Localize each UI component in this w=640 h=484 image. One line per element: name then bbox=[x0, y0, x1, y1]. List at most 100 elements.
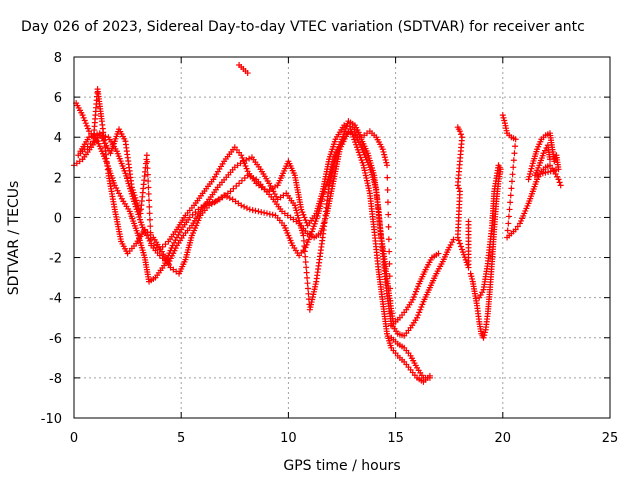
data-point bbox=[334, 146, 341, 153]
data-point bbox=[144, 171, 151, 178]
data-point bbox=[132, 194, 139, 201]
data-point bbox=[509, 171, 516, 178]
data-point bbox=[144, 165, 151, 172]
data-point bbox=[557, 182, 564, 189]
data-point bbox=[457, 243, 464, 250]
data-point bbox=[335, 144, 342, 151]
data-point bbox=[386, 260, 393, 267]
data-point bbox=[82, 120, 89, 127]
data-point bbox=[192, 209, 199, 216]
data-point bbox=[387, 310, 394, 317]
y-tick-label: -2 bbox=[49, 252, 62, 267]
data-point bbox=[411, 291, 418, 298]
data-point bbox=[528, 165, 535, 172]
data-point bbox=[233, 183, 240, 190]
data-point bbox=[301, 214, 308, 221]
y-tick-label: -6 bbox=[49, 332, 62, 347]
data-point bbox=[130, 189, 137, 196]
data-point bbox=[380, 148, 387, 155]
data-point bbox=[435, 250, 442, 257]
data-point bbox=[388, 322, 395, 329]
data-point bbox=[87, 140, 94, 147]
data-point bbox=[80, 114, 87, 121]
data-point bbox=[94, 131, 101, 138]
data-point bbox=[143, 152, 150, 159]
grid-lines bbox=[74, 57, 610, 418]
data-point bbox=[526, 170, 533, 177]
data-point bbox=[505, 220, 512, 227]
data-point bbox=[419, 301, 426, 308]
data-point bbox=[384, 199, 391, 206]
data-point bbox=[386, 248, 393, 255]
data-point bbox=[500, 114, 507, 121]
data-point bbox=[131, 192, 138, 199]
data-point bbox=[512, 143, 519, 150]
data-point bbox=[410, 293, 417, 300]
data-point bbox=[146, 216, 153, 223]
data-points bbox=[71, 62, 564, 385]
y-tick-label: 0 bbox=[54, 211, 62, 226]
data-point bbox=[455, 237, 462, 244]
data-point bbox=[545, 168, 552, 175]
data-point bbox=[481, 329, 488, 336]
data-point bbox=[379, 146, 386, 153]
data-point bbox=[244, 172, 251, 179]
data-point bbox=[243, 156, 250, 163]
data-point bbox=[456, 240, 463, 247]
data-point bbox=[383, 159, 390, 166]
data-point bbox=[162, 241, 169, 248]
data-point bbox=[258, 209, 265, 216]
data-point bbox=[412, 288, 419, 295]
data-point bbox=[159, 255, 166, 262]
data-point bbox=[385, 211, 392, 218]
data-point bbox=[249, 207, 256, 214]
data-point bbox=[86, 134, 93, 141]
data-point bbox=[468, 273, 475, 280]
data-point bbox=[505, 213, 512, 220]
data-point bbox=[261, 209, 268, 216]
data-point bbox=[454, 234, 461, 241]
data-point bbox=[145, 184, 152, 191]
data-point bbox=[299, 209, 306, 216]
data-point bbox=[247, 173, 254, 180]
data-point bbox=[537, 170, 544, 177]
data-point bbox=[416, 309, 423, 316]
y-tick-label: -8 bbox=[49, 372, 62, 387]
data-point bbox=[387, 297, 394, 304]
data-point bbox=[269, 211, 276, 218]
data-point bbox=[304, 274, 311, 281]
data-point bbox=[305, 236, 312, 243]
data-point bbox=[226, 195, 233, 202]
data-point bbox=[469, 275, 476, 282]
data-point bbox=[476, 294, 483, 301]
data-point bbox=[511, 150, 518, 157]
data-point bbox=[333, 149, 340, 156]
data-point bbox=[302, 217, 309, 224]
data-point bbox=[134, 200, 141, 207]
data-point bbox=[385, 236, 392, 243]
plot-frame bbox=[73, 56, 611, 419]
data-point bbox=[302, 258, 309, 265]
data-point bbox=[381, 154, 388, 161]
data-point bbox=[79, 112, 86, 119]
data-point bbox=[529, 162, 536, 169]
data-point bbox=[552, 166, 559, 173]
data-point bbox=[414, 285, 421, 292]
data-point bbox=[300, 237, 307, 244]
data-point bbox=[480, 334, 487, 341]
data-point bbox=[84, 125, 91, 132]
data-point bbox=[507, 199, 514, 206]
data-point bbox=[526, 173, 533, 180]
data-point bbox=[145, 190, 152, 197]
data-point bbox=[385, 223, 392, 230]
data-point bbox=[527, 168, 534, 175]
data-point bbox=[147, 236, 154, 243]
data-point bbox=[156, 252, 163, 259]
data-point bbox=[91, 132, 98, 139]
data-point bbox=[238, 202, 245, 209]
data-point bbox=[506, 206, 513, 213]
data-point bbox=[499, 112, 506, 119]
data-point bbox=[508, 178, 515, 185]
y-tick-label: 4 bbox=[54, 131, 62, 146]
data-point bbox=[542, 169, 549, 176]
